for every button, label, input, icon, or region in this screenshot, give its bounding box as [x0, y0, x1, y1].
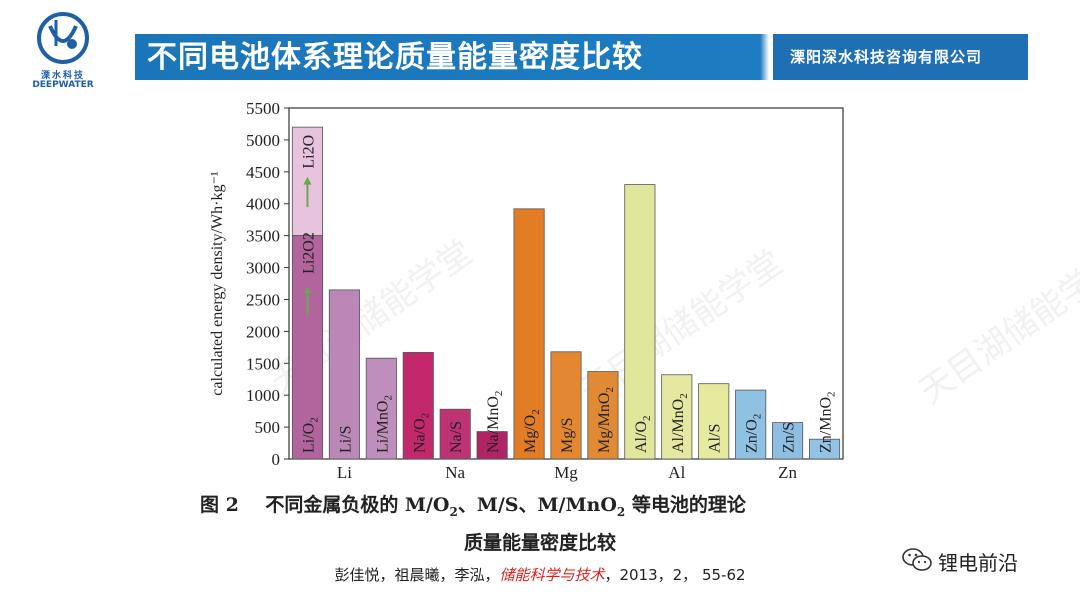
x-group-label: Al: [668, 463, 685, 482]
wechat-badge: 锂电前沿: [902, 545, 1072, 575]
bar-label: Al/O2: [633, 416, 653, 454]
bar-extension-label: Li2O: [300, 135, 317, 169]
title-banner-right: [773, 34, 1028, 80]
bar-inner-label: Li2O2: [300, 232, 317, 274]
logo-icon: [37, 12, 89, 64]
y-tick-label: 500: [255, 418, 281, 437]
y-tick-label: 5500: [246, 99, 280, 118]
bar-label: Mg/S: [559, 417, 576, 453]
company-name: 溧阳深水科技咨询有限公司: [790, 48, 983, 66]
y-tick-label: 2000: [246, 322, 280, 341]
wechat-account-name: 锂电前沿: [938, 551, 1018, 575]
y-tick-label: 1500: [246, 354, 280, 373]
bar: [735, 389, 767, 460]
arrow-head: [303, 286, 312, 294]
bar-label: Zn/O2: [744, 414, 764, 453]
bar: [661, 374, 693, 460]
caption-text-a: 不同金属负极的 M/O: [265, 494, 450, 516]
wechat-icon: [902, 548, 932, 571]
y-tick-label: 5000: [246, 131, 280, 150]
figure-number: 图 2: [200, 494, 239, 516]
bar-label: Li/O2: [300, 417, 320, 453]
x-group-label: Mg: [554, 463, 578, 482]
bar-label: Li/S: [337, 425, 354, 453]
bar-label: Mg/MnO2: [596, 387, 616, 453]
citation-details: ，2013，2， 55-62: [604, 566, 746, 584]
bar-label: Zn/MnO2: [818, 392, 838, 454]
bar-label: Na/O2: [411, 413, 431, 453]
citation-authors: 彭佳悦，祖晨曦，李泓，: [334, 566, 500, 584]
caption-text-b: 、M/S、M/MnO: [457, 494, 617, 516]
bar: [365, 357, 397, 460]
y-tick-label: 4000: [246, 195, 280, 214]
x-group-label: Li: [337, 463, 352, 482]
bar: [808, 438, 841, 460]
citation: 彭佳悦，祖晨曦，李泓，储能科学与技术，2013，2， 55-62: [0, 564, 1080, 585]
x-group-label: Na: [445, 463, 465, 482]
y-axis-label: calculated energy density/Wh·kg⁻¹: [209, 171, 226, 396]
caption-text-c: 等电池的理论: [625, 494, 746, 516]
arrow-head: [303, 176, 312, 185]
bar-label: Zn/S: [781, 422, 798, 453]
bar: [476, 431, 508, 460]
bar: [328, 289, 360, 460]
figure-caption-line2: 质量能量密度比较: [463, 532, 616, 554]
y-tick-label: 2500: [246, 290, 280, 309]
bar-label: Al/MnO2: [670, 393, 690, 453]
citation-journal: 储能科学与技术: [499, 566, 605, 584]
y-tick-label: 0: [272, 450, 281, 469]
page-title: 不同电池体系理论质量能量密度比较: [147, 40, 643, 75]
bar: [550, 351, 582, 460]
company-logo: 溧水科技 DEEPWATER: [8, 6, 118, 94]
bar-label: Na/MnO2: [485, 391, 505, 453]
bar: [513, 208, 545, 460]
bar-label: Al/S: [707, 424, 724, 453]
logo-text-cn: 溧水科技: [40, 71, 85, 81]
bar-label: Li/MnO2: [374, 395, 394, 453]
bar: [698, 383, 730, 460]
y-tick-label: 3500: [246, 227, 280, 246]
bar: [439, 408, 471, 460]
caption-sub: 2: [616, 504, 626, 519]
bar-label: Na/S: [448, 421, 465, 453]
bar: [587, 371, 619, 460]
y-tick-label: 3000: [246, 259, 280, 278]
logo-text-en: DEEPWATER: [32, 80, 94, 90]
bar: [402, 352, 434, 460]
caption-sub: 2: [449, 504, 458, 519]
bar: [291, 235, 324, 460]
figure-caption-line1: 图 2 不同金属负极的 M/O2、M/S、M/MnO2 等电池的理论: [200, 490, 746, 519]
y-tick-label: 1000: [246, 386, 280, 405]
bar: [624, 184, 656, 460]
y-tick-label: 4500: [246, 163, 280, 182]
bar-label: Mg/O2: [522, 409, 542, 453]
x-group-label: Zn: [778, 463, 797, 482]
bar: [772, 422, 804, 460]
